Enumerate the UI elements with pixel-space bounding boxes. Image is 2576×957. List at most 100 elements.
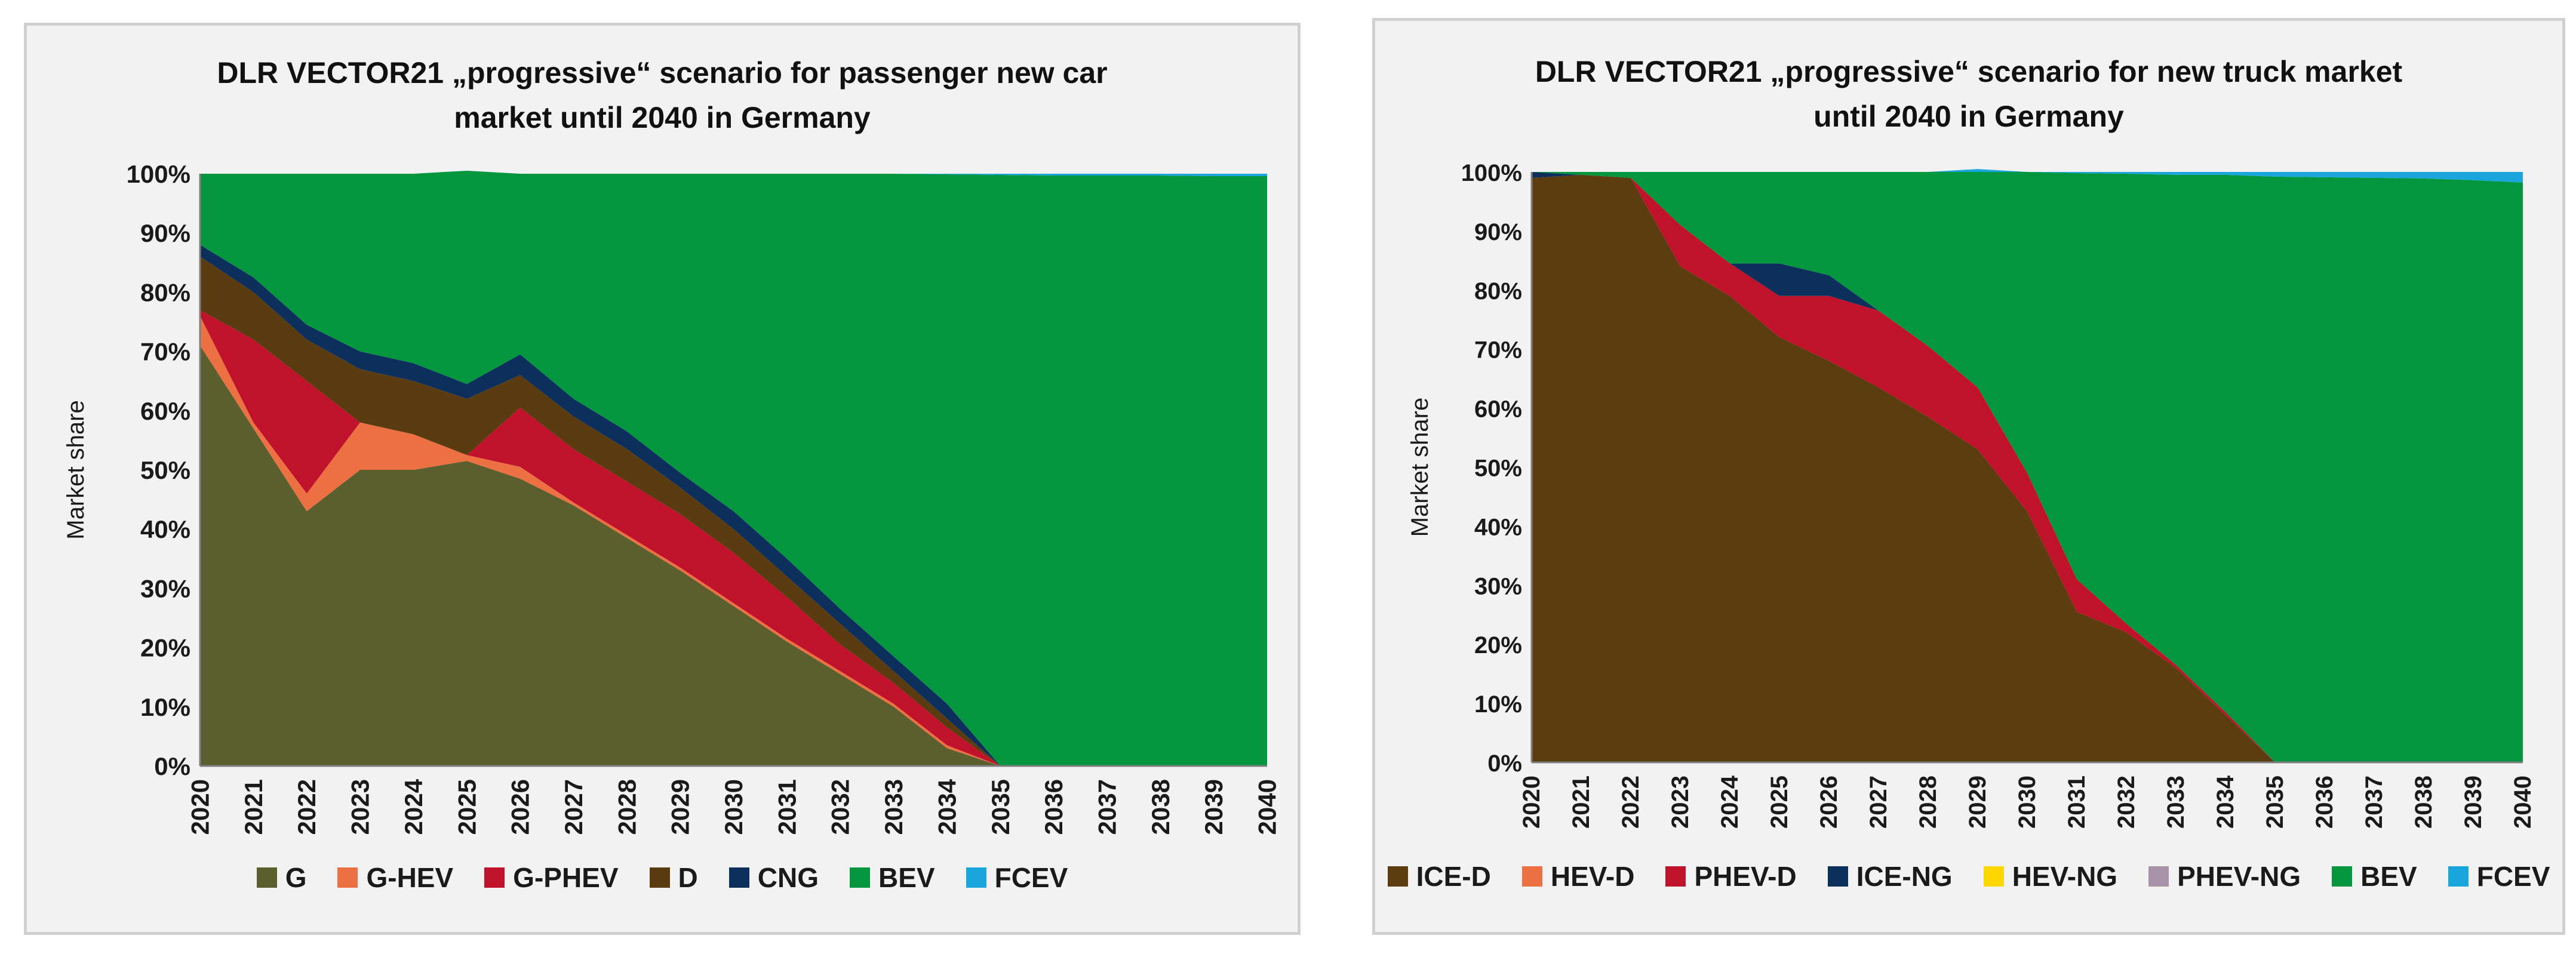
area-fcev [1532, 169, 2523, 183]
x-tick-label: 2030 [720, 779, 748, 835]
x-tick-label: 2040 [1253, 779, 1281, 835]
chart-title-line-1: DLR VECTOR21 „progressive“ scenario for … [1535, 55, 2403, 88]
legend-item-ice-d: ICE-D [1387, 860, 1491, 893]
y-tick-label: 0% [1487, 750, 1522, 777]
x-tick-label: 2021 [1568, 776, 1594, 829]
legend-swatch [2332, 866, 2353, 887]
y-tick-label: 20% [1474, 632, 1522, 658]
legend-swatch [337, 867, 358, 888]
x-tick-label: 2036 [1040, 779, 1068, 835]
x-tick-label: 2022 [1618, 776, 1644, 829]
chart-title-line-2: market until 2040 in Germany [454, 101, 871, 134]
y-tick-label: 40% [140, 515, 190, 543]
legend-item-g-hev: G-HEV [337, 861, 453, 894]
legend-item-bev: BEV [850, 861, 935, 894]
area-ice-d [1532, 174, 2523, 762]
x-tick-label: 2034 [2212, 775, 2239, 829]
chart-legend: G G-HEV G-PHEV D CNG BEV FCEV [27, 861, 1298, 894]
x-tick-label: 2027 [560, 779, 588, 835]
legend-label: ICE-NG [1856, 861, 1953, 892]
x-tick-label: 2021 [239, 779, 268, 835]
legend-label: HEV-NG [2012, 861, 2118, 892]
area-fcev [200, 171, 1267, 176]
legend-label: G [285, 862, 307, 893]
legend-label: FCEV [994, 862, 1068, 893]
x-tick-label: 2033 [880, 779, 908, 835]
x-tick-label: 2030 [2014, 776, 2040, 829]
y-tick-label: 60% [1474, 396, 1522, 423]
area-bev [200, 171, 1267, 766]
x-tick-label: 2034 [933, 778, 961, 835]
x-tick-label: 2026 [506, 779, 534, 835]
x-tick-label: 2025 [453, 779, 481, 835]
x-tick-label: 2029 [666, 779, 694, 835]
legend-item-fcev: FCEV [2448, 860, 2550, 893]
x-tick-label: 2024 [1717, 775, 1743, 829]
y-tick-label: 100% [127, 160, 190, 188]
legend-label: HEV-D [1550, 861, 1635, 892]
legend-swatch [649, 867, 670, 888]
y-axis-title: Market share [63, 400, 89, 539]
y-tick-label: 30% [140, 574, 190, 602]
chart-title: DLR VECTOR21 „progressive“ scenario for … [1375, 50, 2562, 139]
x-tick-label: 2039 [2460, 776, 2486, 829]
x-tick-label: 2036 [2311, 776, 2338, 829]
car-chart-panel: DLR VECTOR21 „progressive“ scenario for … [24, 23, 1301, 935]
y-tick-label: 70% [140, 338, 190, 366]
x-tick-label: 2035 [2262, 776, 2288, 829]
legend-swatch [1665, 866, 1686, 887]
legend-swatch [484, 867, 505, 888]
x-tick-label: 2023 [346, 779, 374, 835]
legend-item-hev-d: HEV-D [1521, 860, 1635, 893]
legend-label: BEV [2360, 861, 2417, 892]
y-tick-label: 50% [140, 456, 190, 484]
legend-swatch [1983, 866, 2004, 887]
legend-label: CNG [757, 862, 819, 893]
y-tick-label: 10% [1474, 691, 1522, 718]
area-phev-d [1532, 174, 2523, 762]
legend-item-g-phev: G-PHEV [484, 861, 619, 894]
chart-legend: ICE-D HEV-D PHEV-D ICE-NG HEV-NG PHEV-NG BEV FC… [1375, 860, 2562, 893]
y-tick-label: 80% [1474, 278, 1522, 304]
x-tick-label: 2039 [1200, 779, 1228, 835]
x-tick-label: 2032 [2113, 776, 2140, 829]
y-tick-label: 100% [1461, 160, 1522, 186]
y-tick-label: 90% [1474, 219, 1522, 245]
x-tick-label: 2035 [986, 779, 1015, 835]
y-tick-label: 80% [140, 278, 190, 306]
legend-item-g: G [256, 861, 307, 894]
legend-label: PHEV-D [1694, 861, 1797, 892]
legend-label: PHEV-NG [2177, 861, 2301, 892]
chart-title-line-2: until 2040 in Germany [1813, 100, 2124, 133]
legend-swatch [1827, 866, 1848, 887]
y-axis-title: Market share [1407, 398, 1433, 537]
x-tick-label: 2038 [2411, 776, 2437, 829]
legend-item-phev-d: PHEV-D [1665, 860, 1797, 893]
x-tick-label: 2037 [1093, 779, 1121, 835]
legend-label: G-PHEV [513, 862, 619, 893]
y-tick-label: 70% [1474, 337, 1522, 364]
chart-title: DLR VECTOR21 „progressive“ scenario for … [27, 51, 1298, 140]
legend-swatch [256, 867, 277, 888]
legend-swatch [966, 867, 986, 888]
legend-label: D [678, 862, 698, 893]
x-tick-label: 2023 [1667, 776, 1693, 829]
legend-item-cng: CNG [728, 861, 819, 894]
legend-swatch [728, 867, 749, 888]
y-tick-label: 10% [140, 693, 190, 721]
legend-label: FCEV [2476, 861, 2550, 892]
legend-item-fcev: FCEV [966, 861, 1068, 894]
area-g [200, 345, 1267, 766]
truck-market-area-chart: 0% 10% 20% 30% 40% 50% 60% 70% 80% 90% 100% 2020 202… [1407, 160, 2536, 829]
legend-item-bev: BEV [2332, 860, 2417, 893]
area-bev [1532, 172, 2523, 762]
x-tick-label: 2031 [2064, 776, 2090, 829]
x-tick-label: 2032 [826, 779, 854, 835]
x-tick-label: 2020 [1518, 776, 1545, 829]
x-tick-label: 2024 [399, 778, 428, 835]
y-tick-label: 0% [154, 752, 190, 780]
legend-swatch [2448, 866, 2469, 887]
x-tick-label: 2029 [1965, 776, 1991, 829]
y-tick-label: 90% [140, 219, 190, 247]
x-tick-label: 2028 [613, 779, 641, 835]
